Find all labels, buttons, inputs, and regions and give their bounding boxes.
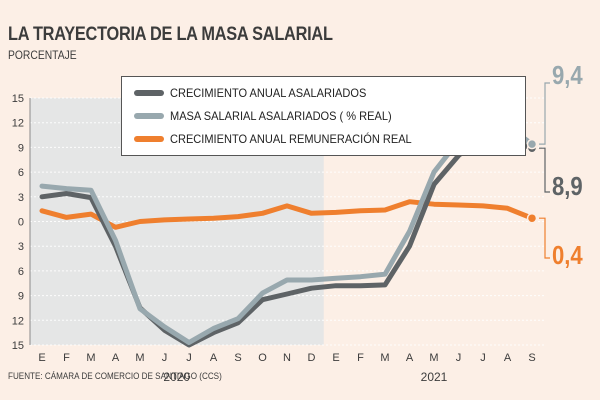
x-tick-label: A [112, 352, 120, 364]
legend-label-asalariados: CRECIMIENTO ANUAL ASALARIADOS [170, 86, 367, 100]
y-tick-label: 12 [12, 118, 24, 130]
x-tick-label: F [63, 352, 70, 364]
y-tick-label: 15 [12, 340, 24, 352]
legend-swatch-remuneracion [134, 136, 164, 142]
end-point-remuneracion [526, 212, 538, 224]
legend-item-remuneracion: CRECIMIENTO ANUAL REMUNERACIÓN REAL [134, 130, 433, 148]
legend: CRECIMIENTO ANUAL ASALARIADOS MASA SALAR… [121, 76, 526, 156]
legend-item-masa-salarial: MASA SALARIAL ASALARIADOS ( % REAL) [134, 107, 411, 125]
y-tick-label: 6 [18, 266, 24, 278]
y-tick-label: 9 [18, 142, 24, 154]
legend-label-masa-salarial: MASA SALARIAL ASALARIADOS ( % REAL) [170, 109, 392, 123]
callout-bracket-remuneracion [539, 217, 550, 259]
legend-label-remuneracion: CRECIMIENTO ANUAL REMUNERACIÓN REAL [170, 132, 412, 146]
callout-bracket-masa_salarial [539, 82, 550, 145]
chart-title: LA TRAYECTORIA DE LA MASA SALARIAL [8, 24, 333, 45]
year-label-2020: 2020 [163, 370, 190, 384]
x-tick-label: D [308, 352, 316, 364]
year-label-2021: 2021 [421, 370, 448, 384]
x-tick-label: J [162, 352, 168, 364]
y-tick-label: 6 [18, 167, 24, 179]
callout-bracket-asalariados [539, 147, 550, 193]
source-note: FUENTE: CÁMARA DE COMERCIO DE SANTIAGO (… [8, 371, 222, 381]
x-tick-label: A [406, 352, 414, 364]
end-label-masa-salarial: 9,4 [552, 60, 583, 90]
x-tick-label: E [38, 352, 45, 364]
y-tick-label: 9 [18, 291, 24, 303]
legend-item-asalariados: CRECIMIENTO ANUAL ASALARIADOS [134, 84, 383, 102]
x-tick-label: M [429, 352, 438, 364]
legend-swatch-masa-salarial [134, 113, 164, 119]
series-line-remuneracion [39, 199, 535, 230]
x-tick-label: J [480, 352, 486, 364]
chart-subtitle: PORCENTAJE [8, 48, 77, 62]
end-label-asalariados: 8,9 [552, 171, 583, 201]
x-tick-label: M [380, 352, 389, 364]
x-tick-label: J [456, 352, 462, 364]
x-tick-label: N [283, 352, 291, 364]
end-point-masa_salarial [526, 138, 538, 150]
y-tick-label: 15 [12, 93, 24, 105]
legend-swatch-asalariados [134, 90, 164, 96]
x-tick-label: M [135, 352, 144, 364]
x-tick-label: J [186, 352, 192, 364]
end-label-remuneracion: 0,4 [552, 240, 583, 270]
x-tick-label: E [332, 352, 339, 364]
x-tick-label: A [504, 352, 512, 364]
y-tick-label: 12 [12, 315, 24, 327]
x-tick-label: S [528, 352, 535, 364]
x-tick-label: F [357, 352, 364, 364]
y-tick-label: 0 [18, 217, 24, 229]
y-tick-label: 3 [18, 241, 24, 253]
x-tick-label: M [86, 352, 95, 364]
x-tick-label: O [258, 352, 267, 364]
x-tick-label: S [234, 352, 241, 364]
x-tick-label: A [210, 352, 218, 364]
y-tick-label: 3 [18, 192, 24, 204]
